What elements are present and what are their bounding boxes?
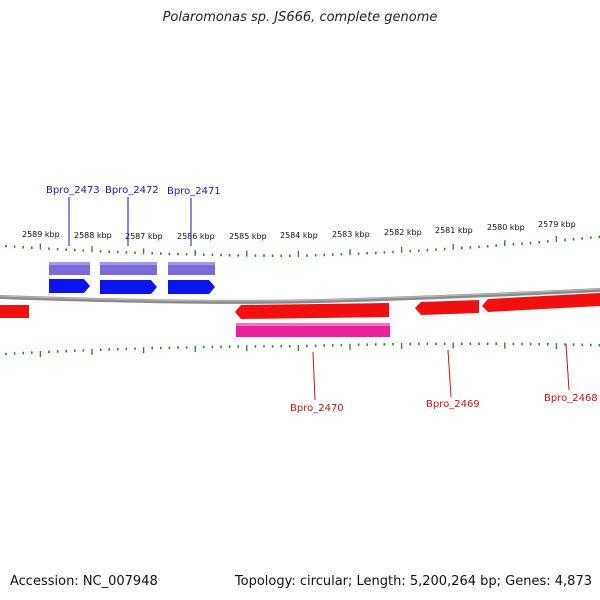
gene-label-bpro-2472[interactable]: Bpro_2472 [105,185,159,196]
reverse-cds-track [0,293,600,319]
genome-backbone-highlight [0,288,600,302]
inner-tick-ring [5,342,600,357]
gene-bar-bpro-2471[interactable] [168,262,215,275]
gene-label-bpro-2470[interactable]: Bpro_2470 [290,403,344,414]
gene-label-bpro-2471[interactable]: Bpro_2471 [167,186,221,197]
scale-label-2583: 2583 kbp [332,230,370,239]
scale-label-2586: 2586 kbp [177,232,215,241]
cds-arrow-bpro-2471[interactable] [168,280,215,294]
outer-tick-ring [5,235,600,257]
genome-backbone [0,288,600,304]
cds-arrow-bpro-2472[interactable] [100,280,157,294]
scale-label-2585: 2585 kbp [229,232,267,241]
gene-bar-bpro-2472[interactable] [100,262,157,275]
gene-bar-shine [100,262,157,265]
leader-bpro-2468 [565,343,570,391]
genome-summary-text: Topology: circular; Length: 5,200,264 bp… [234,574,592,589]
gene-bar-shine [236,323,390,326]
scale-label-2589: 2589 kbp [22,230,60,239]
gene-label-bpro-2469[interactable]: Bpro_2469 [426,399,480,410]
gene-bar-shine [168,262,215,265]
accession-text: Accession: NC_007948 [10,574,158,589]
scale-label-2587: 2587 kbp [125,232,163,241]
gene-label-bpro-2468[interactable]: Bpro_2468 [544,393,598,404]
scale-label-2580: 2580 kbp [487,223,525,232]
cds-arrow-bpro-2468[interactable] [482,293,600,312]
gene-label-bpro-2473[interactable]: Bpro_2473 [46,185,100,196]
forward-cds-track [49,279,215,294]
gene-bar-shine [49,262,90,265]
cds-arrow-bpro-2469[interactable] [415,300,479,315]
scale-label-2584: 2584 kbp [280,231,318,240]
forward-gene-track [49,262,215,275]
gene-bar-bpro-2473[interactable] [49,262,90,275]
cds-arrow-bpro-2473[interactable] [49,279,90,293]
scale-label-2582: 2582 kbp [384,228,422,237]
scale-label-2588: 2588 kbp [74,231,112,240]
gene-bar-bpro-2470[interactable] [236,323,390,337]
cds-arrow-bpro-2470[interactable] [235,303,389,319]
cds-arrow-left-edge[interactable] [0,305,29,318]
leader-bpro-2470 [312,351,316,401]
map-title: Polaromonas sp. JS666, complete genome [162,10,438,25]
scale-labels: 2589 kbp 2588 kbp 2587 kbp 2586 kbp 2585… [22,220,576,241]
leader-lines [68,197,570,401]
scale-label-2579: 2579 kbp [538,220,576,229]
scale-label-2581: 2581 kbp [435,226,473,235]
leader-bpro-2469 [447,349,452,398]
